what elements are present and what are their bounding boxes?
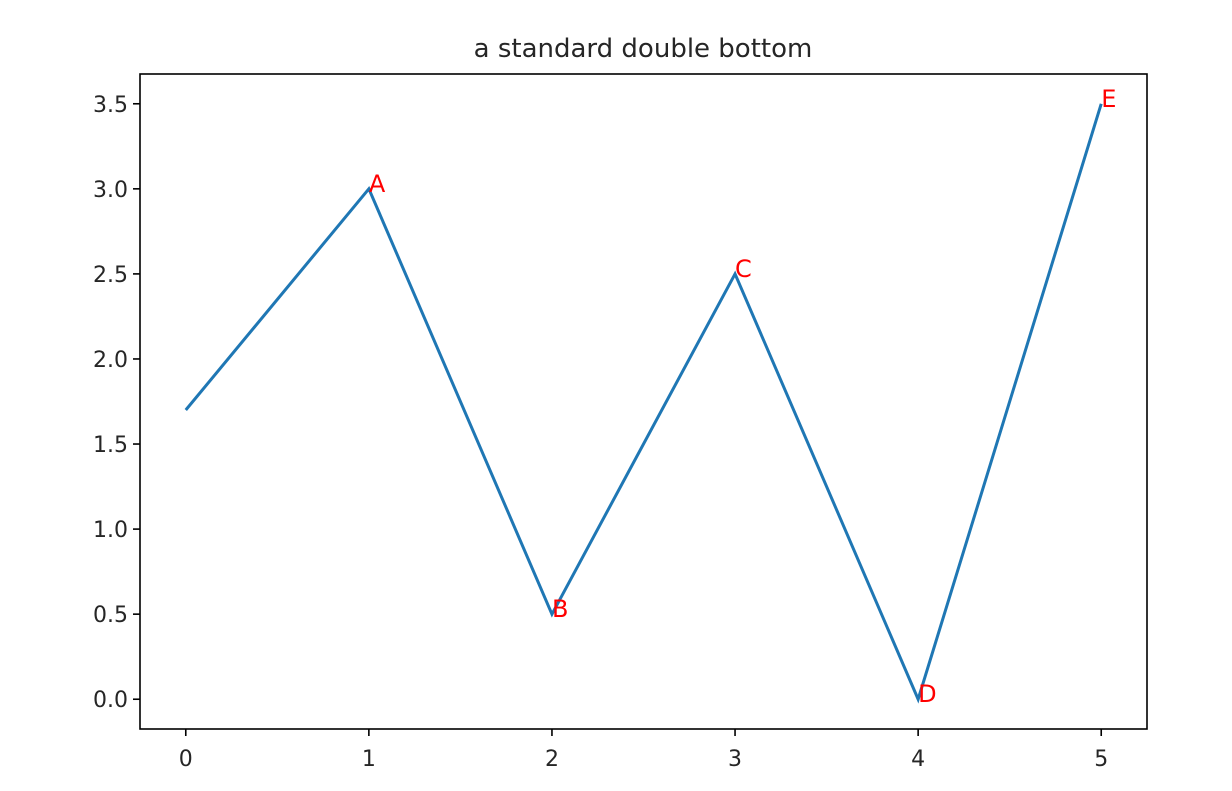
x-tick-label: 2 [545,747,559,772]
point-label-c: C [735,255,752,283]
x-tick-label: 1 [362,747,376,772]
series [184,103,1103,704]
x-tick-label: 4 [911,747,925,772]
point-label-e: E [1101,85,1116,113]
y-tick-label: 1.5 [93,433,128,458]
y-tick-label: 2.5 [93,263,128,288]
point-label-a: A [369,170,386,198]
y-tick-label: 0.0 [93,688,128,713]
axes [139,73,1148,730]
ticks: 0 1 2 3 4 5 0.0 0.5 1.0 1.5 2.0 2.5 3.0 3.5 [93,93,1108,772]
annotations: A B C D E [369,85,1117,708]
y-tick-label: 2.0 [93,348,128,373]
plot-frame [139,73,1148,730]
x-tick-label: 0 [179,747,193,772]
y-tick-label: 0.5 [93,603,128,628]
y-tick-label: 1.0 [93,518,128,543]
point-label-d: D [918,680,936,708]
x-tick-label: 3 [728,747,742,772]
series-line [184,103,1103,704]
y-tick-label: 3.5 [93,93,128,118]
point-label-b: B [552,595,568,623]
chart-title: a standard double bottom [474,34,813,64]
x-tick-label: 5 [1094,747,1108,772]
y-tick-label: 3.0 [93,178,128,203]
